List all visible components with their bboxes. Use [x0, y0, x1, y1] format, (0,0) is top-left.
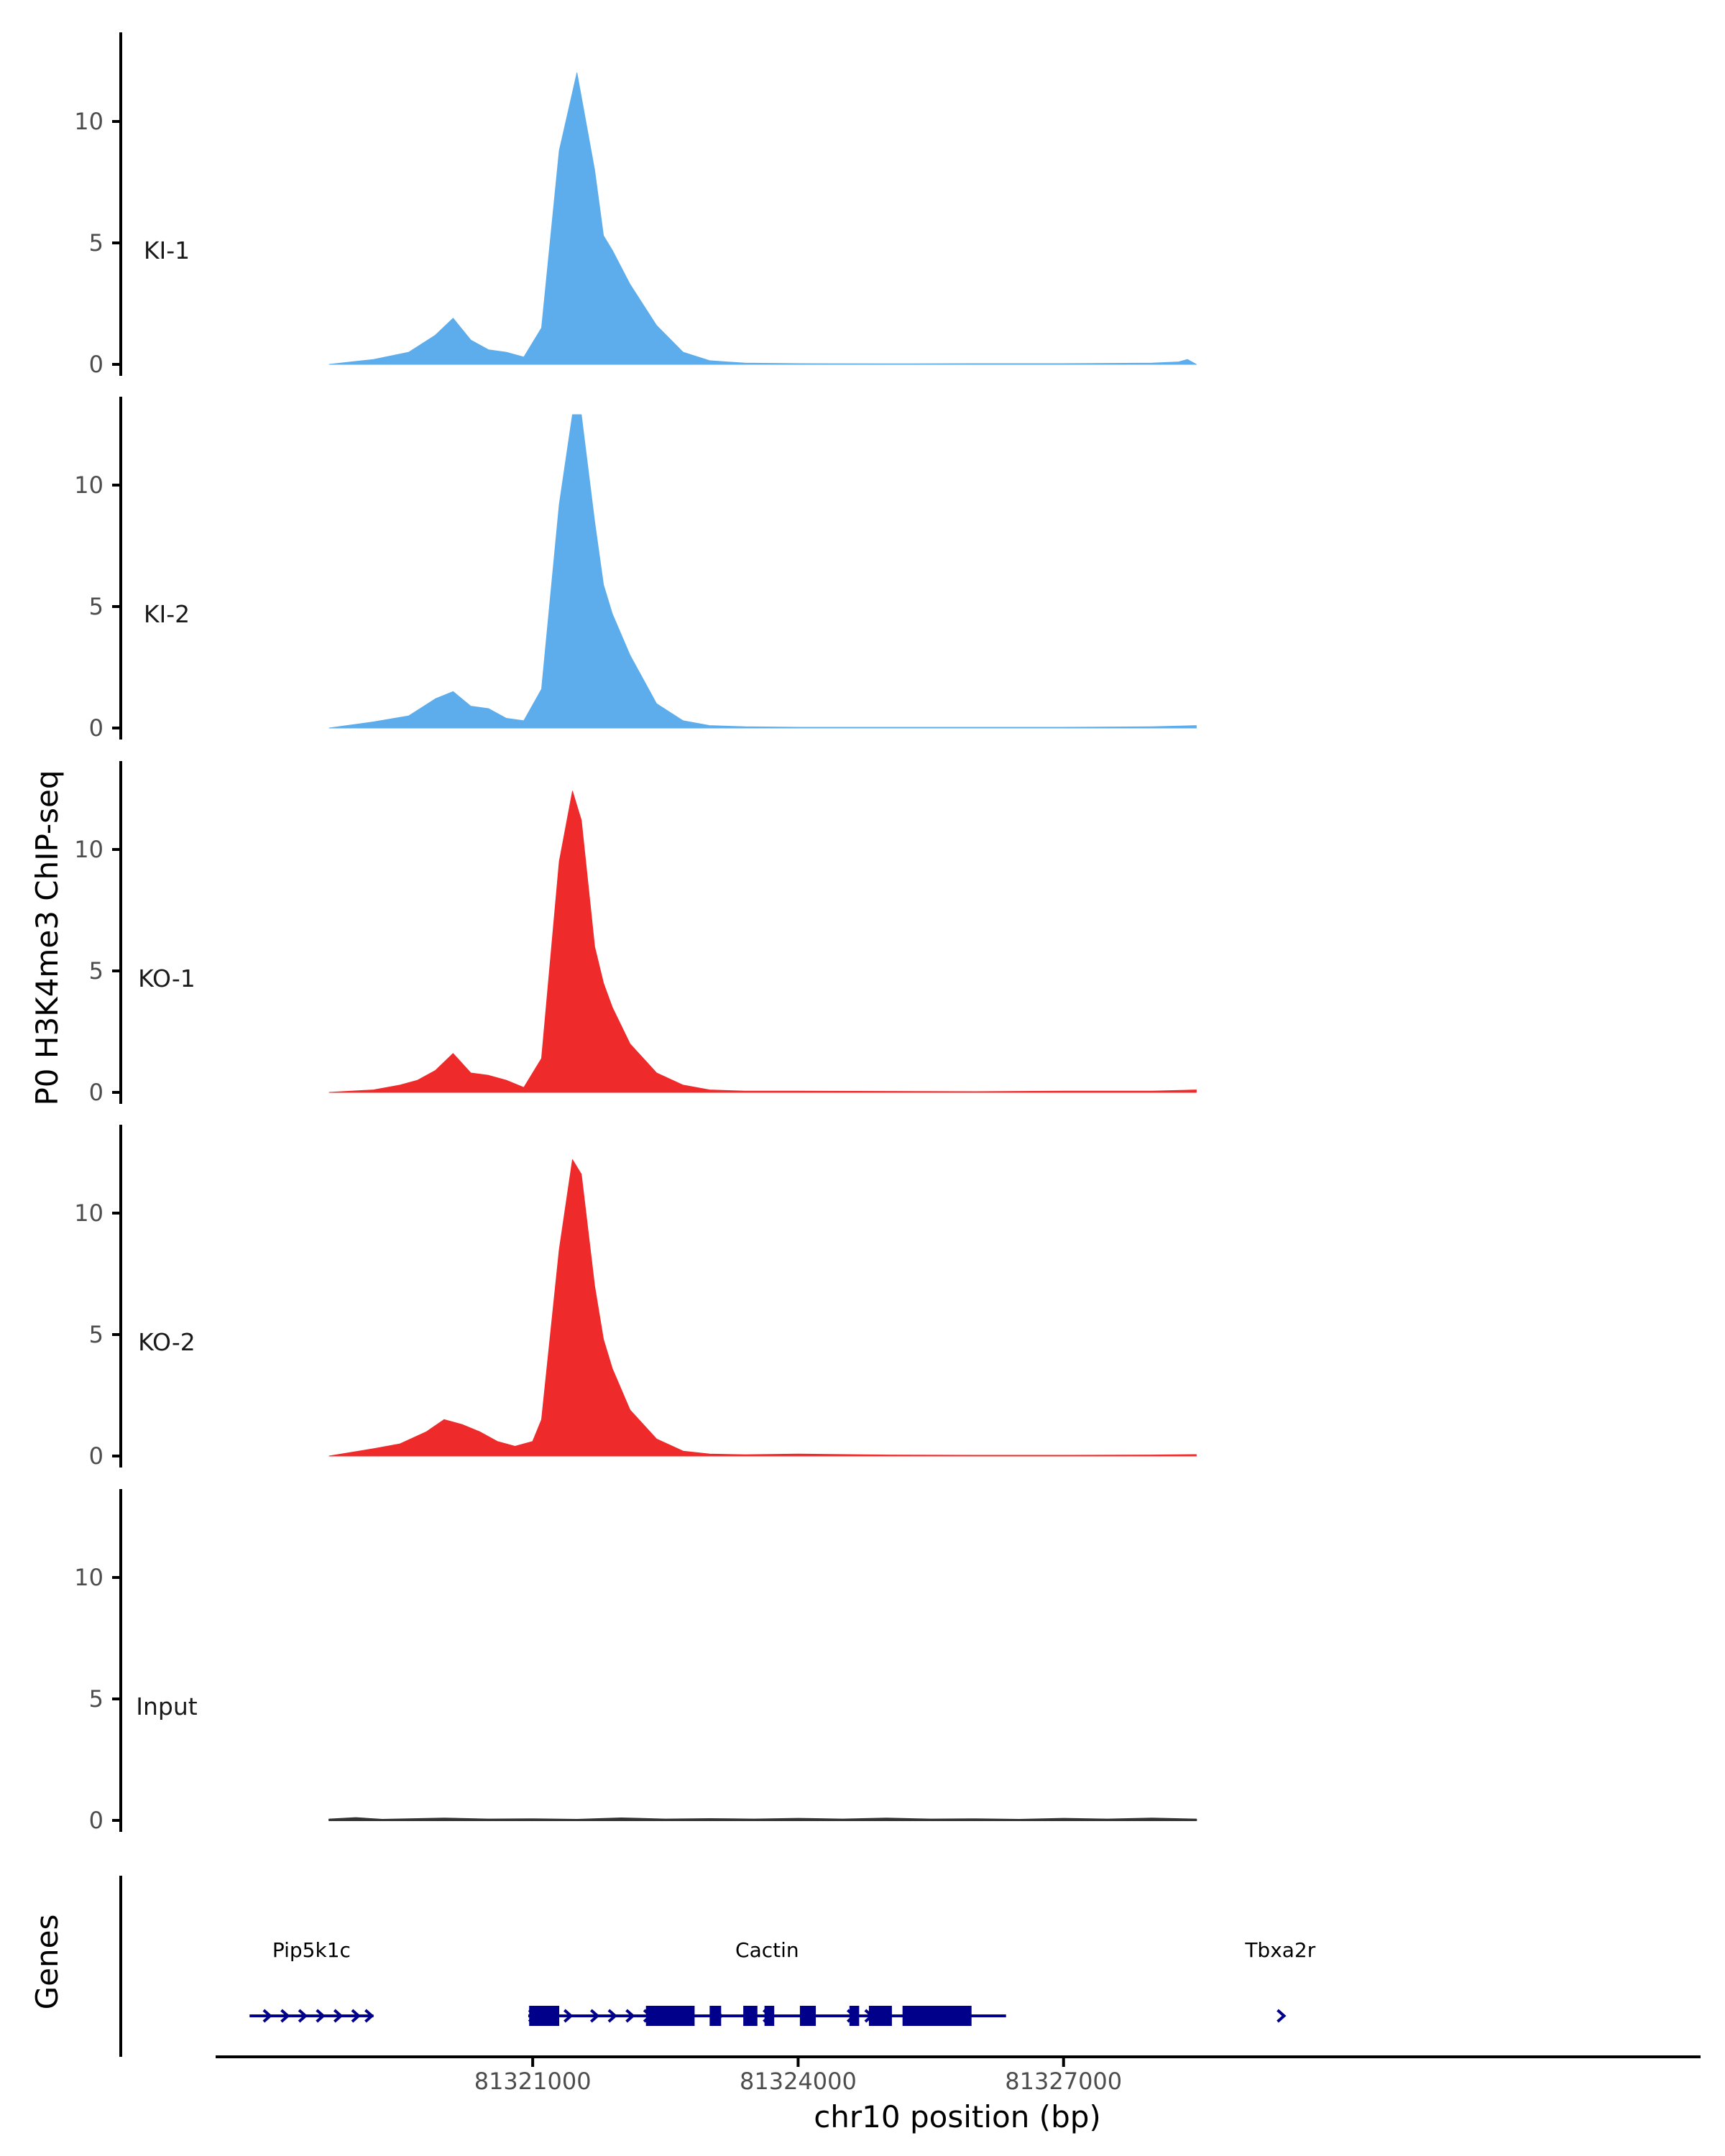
- genes-panel-title: Genes: [29, 1915, 65, 2010]
- y-tick-label: 10: [74, 108, 104, 135]
- exon-block: [743, 2006, 758, 2026]
- y-tick-label: 5: [89, 229, 104, 257]
- track-ki-1: 0 5 10 KI-1: [74, 32, 1197, 378]
- y-tick-label: 0: [89, 1079, 104, 1106]
- gene-tbxa2r: Tbxa2r: [1244, 1938, 1316, 2023]
- y-tick-label: 5: [89, 593, 104, 620]
- track-label-ki-2: KI-2: [144, 600, 190, 628]
- track-label-input: Input: [136, 1692, 198, 1720]
- gene-label-tbxa2r: Tbxa2r: [1244, 1938, 1315, 1962]
- track-label-ko-1: KO-1: [138, 964, 196, 992]
- gene-cactin: Cactin: [528, 1938, 1006, 2026]
- y-tick-label: 0: [89, 1807, 104, 1834]
- y-tick-label: 10: [74, 836, 104, 863]
- coverage-area-ko-2: [328, 1159, 1197, 1457]
- exon-block: [799, 2006, 816, 2026]
- track-ko-2: 0 5 10 KO-2: [74, 1125, 1197, 1470]
- exon-block: [868, 2006, 892, 2026]
- exon-block: [529, 2006, 560, 2026]
- strand-arrow: [625, 2009, 635, 2023]
- track-label-ki-1: KI-1: [144, 236, 190, 264]
- gene-label-pip5k1c: Pip5k1c: [272, 1938, 351, 1962]
- y-tick-label: 5: [89, 1685, 104, 1713]
- exon-block: [709, 2006, 722, 2026]
- track-label-ko-2: KO-2: [138, 1328, 196, 1356]
- strand-arrow: [607, 2009, 617, 2023]
- strand-arrow: [364, 2009, 374, 2023]
- y-tick-label: 0: [89, 351, 104, 378]
- x-tick-label: 81327000: [1005, 2068, 1122, 2095]
- coverage-area-ki-2: [328, 414, 1197, 729]
- exon-block: [764, 2006, 775, 2026]
- y-tick-label: 5: [89, 957, 104, 985]
- strand-arrow: [316, 2009, 326, 2023]
- strand-arrow: [564, 2009, 574, 2023]
- x-axis-title: chr10 position (bp): [814, 2099, 1101, 2134]
- strand-arrow: [589, 2009, 600, 2023]
- coverage-area-ki-1: [328, 72, 1197, 365]
- y-tick-label: 5: [89, 1321, 104, 1348]
- genes-panel: Pip5k1c Cactin Tbxa2r: [119, 1876, 1316, 2057]
- strand-arrow: [334, 2009, 344, 2023]
- x-axis: 81321000 81324000 81327000: [216, 2055, 1701, 2095]
- gene-pip5k1c: Pip5k1c: [249, 1938, 374, 2023]
- strand-arrow: [262, 2009, 272, 2023]
- y-tick-label: 10: [74, 471, 104, 499]
- coverage-area-input: [328, 1817, 1197, 1821]
- x-tick-label: 81324000: [740, 2068, 857, 2095]
- track-ki-2: 0 5 10 KI-2: [74, 397, 1197, 742]
- y-tick-label: 0: [89, 1442, 104, 1470]
- strand-arrow: [1276, 2009, 1287, 2023]
- tracks-layer: 0 5 10 KI-1 0 5 10 KI-2 0 5 10 KO-1 0 5 10 KO-2 0 5 10 Inpu…: [74, 32, 1197, 1834]
- gene-label-cactin: Cactin: [735, 1938, 799, 1962]
- exon-block: [849, 2006, 860, 2026]
- y-tick-label: 0: [89, 714, 104, 742]
- strand-arrow: [298, 2009, 308, 2023]
- exon-block: [902, 2006, 972, 2026]
- coverage-area-ko-1: [328, 791, 1197, 1093]
- track-input: 0 5 10 Input: [74, 1489, 1197, 1834]
- y-axis-title: P0 H3K4me3 ChIP-seq: [29, 770, 65, 1105]
- strand-arrow: [280, 2009, 290, 2023]
- exon-block: [645, 2006, 695, 2026]
- track-ko-1: 0 5 10 KO-1: [74, 761, 1197, 1106]
- x-tick-label: 81321000: [474, 2068, 592, 2095]
- y-tick-label: 10: [74, 1199, 104, 1227]
- y-tick-label: 10: [74, 1564, 104, 1591]
- strand-arrow: [351, 2009, 361, 2023]
